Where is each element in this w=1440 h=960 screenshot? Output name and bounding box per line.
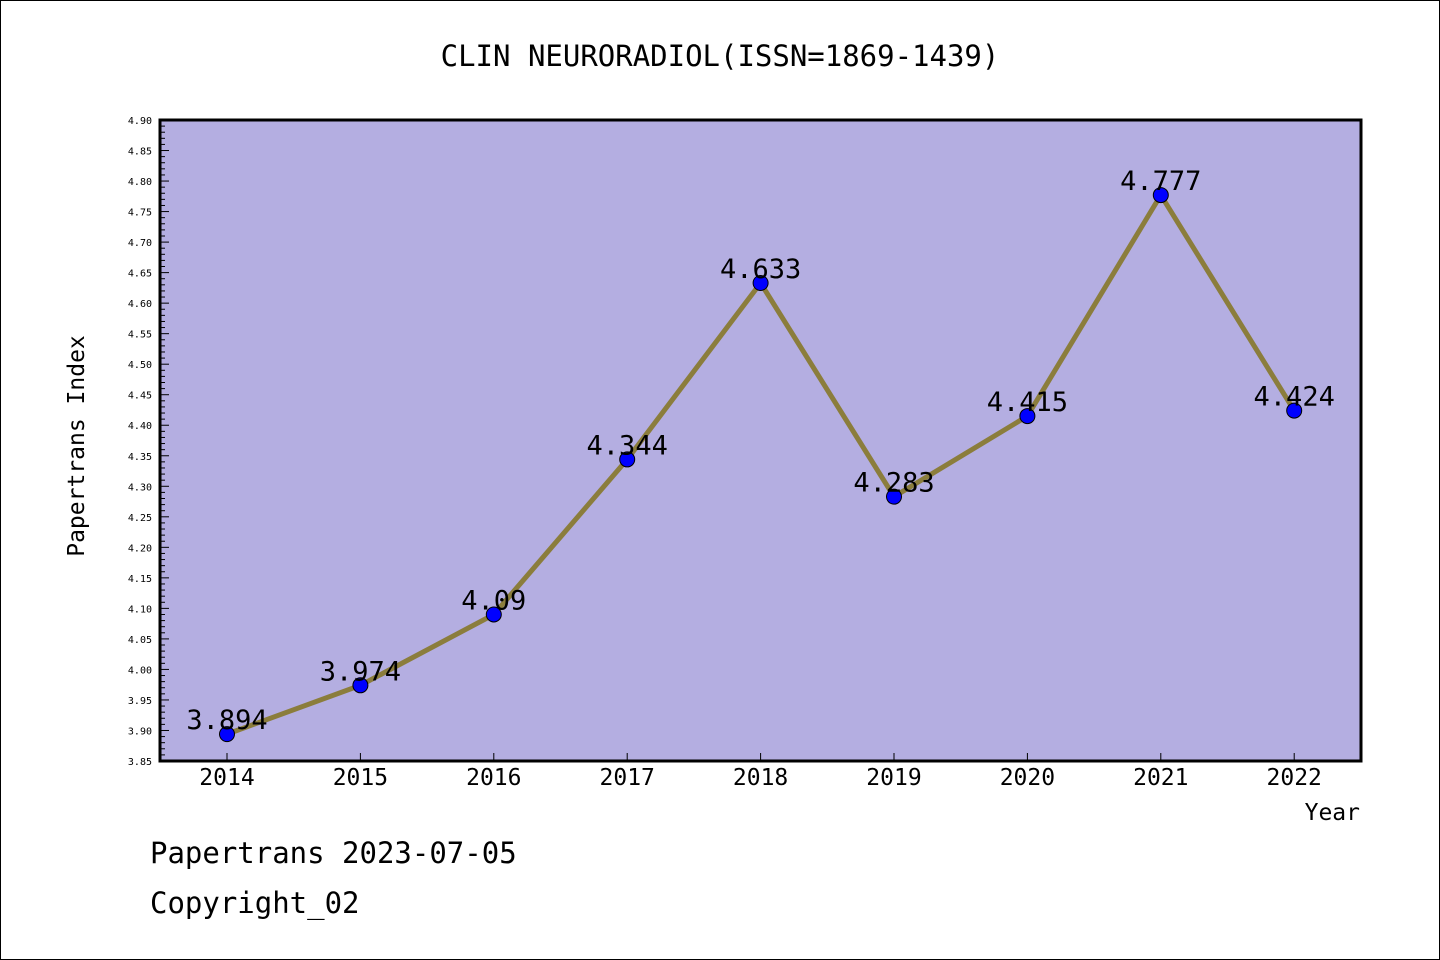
footer-copyright: Copyright_02 bbox=[150, 886, 360, 920]
y-tick-label: 4.05 bbox=[128, 635, 152, 646]
y-tick-label: 4.55 bbox=[128, 330, 152, 341]
y-tick-label: 4.60 bbox=[128, 299, 152, 310]
y-tick-label: 4.70 bbox=[128, 238, 152, 249]
x-axis: 2014 2015 2016 2017 2018 2019 2020 2021 2022 bbox=[199, 753, 1322, 791]
y-tick-label: 4.75 bbox=[128, 208, 152, 219]
data-label: 4.344 bbox=[587, 430, 668, 461]
y-tick-label: 3.85 bbox=[128, 757, 152, 768]
data-label: 3.974 bbox=[320, 656, 401, 687]
y-tick-label: 4.00 bbox=[128, 665, 152, 676]
plot-area bbox=[158, 118, 1363, 763]
x-tick-label: 2022 bbox=[1267, 765, 1322, 791]
data-point bbox=[1152, 187, 1169, 204]
x-tick-label: 2015 bbox=[333, 765, 388, 791]
data-point bbox=[485, 606, 502, 623]
data-label: 4.777 bbox=[1120, 166, 1201, 197]
y-tick-label: 4.90 bbox=[128, 116, 152, 127]
footer-date: Papertrans 2023-07-05 bbox=[150, 836, 517, 870]
data-label: 4.633 bbox=[720, 254, 801, 285]
y-tick-label: 4.15 bbox=[128, 574, 152, 585]
y-tick-label: 4.80 bbox=[128, 177, 152, 188]
data-label: 4.415 bbox=[987, 387, 1068, 418]
data-label: 4.283 bbox=[853, 468, 934, 499]
y-tick-label: 4.25 bbox=[128, 513, 152, 524]
y-tick-label: 4.65 bbox=[128, 269, 152, 280]
y-tick-label: 4.10 bbox=[128, 604, 152, 615]
y-tick-label: 4.30 bbox=[128, 482, 152, 493]
x-tick-label: 2018 bbox=[733, 765, 788, 791]
y-tick-label: 4.45 bbox=[128, 391, 152, 402]
chart-title: CLIN NEURORADIOL(ISSN=1869-1439) bbox=[441, 39, 1000, 73]
data-point bbox=[619, 451, 636, 468]
data-point bbox=[1019, 408, 1036, 425]
data-label: 3.894 bbox=[186, 705, 267, 736]
data-point bbox=[1286, 402, 1303, 419]
x-tick-label: 2016 bbox=[466, 765, 521, 791]
y-tick-label: 4.40 bbox=[128, 421, 152, 432]
y-axis-label: Papertrans Index bbox=[64, 335, 90, 557]
data-labels: 3.894 3.974 4.09 4.344 4.633 4.283 4.415 4.777 4… bbox=[186, 166, 1334, 736]
x-tick-label: 2019 bbox=[866, 765, 921, 791]
x-tick-label: 2017 bbox=[600, 765, 655, 791]
data-label: 4.424 bbox=[1254, 382, 1335, 413]
y-tick-label: 4.35 bbox=[128, 452, 152, 463]
y-tick-label: 4.85 bbox=[128, 147, 152, 158]
y-tick-label: 3.95 bbox=[128, 696, 152, 707]
x-tick-label: 2014 bbox=[199, 765, 254, 791]
data-point bbox=[886, 488, 902, 505]
x-axis-label: Year bbox=[1305, 800, 1360, 826]
y-axis: 3.85 3.90 3.95 4.00 4.05 4.10 4.15 4.20 4.25 4.30… bbox=[128, 116, 169, 768]
x-tick-label: 2020 bbox=[1000, 765, 1055, 791]
data-point bbox=[219, 726, 235, 743]
y-tick-label: 4.50 bbox=[128, 360, 152, 371]
data-markers bbox=[219, 187, 1303, 743]
x-tick-label: 2021 bbox=[1133, 765, 1188, 791]
data-point bbox=[752, 274, 769, 291]
y-tick-label: 4.20 bbox=[128, 543, 152, 554]
y-tick-label: 3.90 bbox=[128, 726, 152, 737]
data-label: 4.09 bbox=[461, 585, 526, 616]
data-point bbox=[352, 677, 369, 694]
